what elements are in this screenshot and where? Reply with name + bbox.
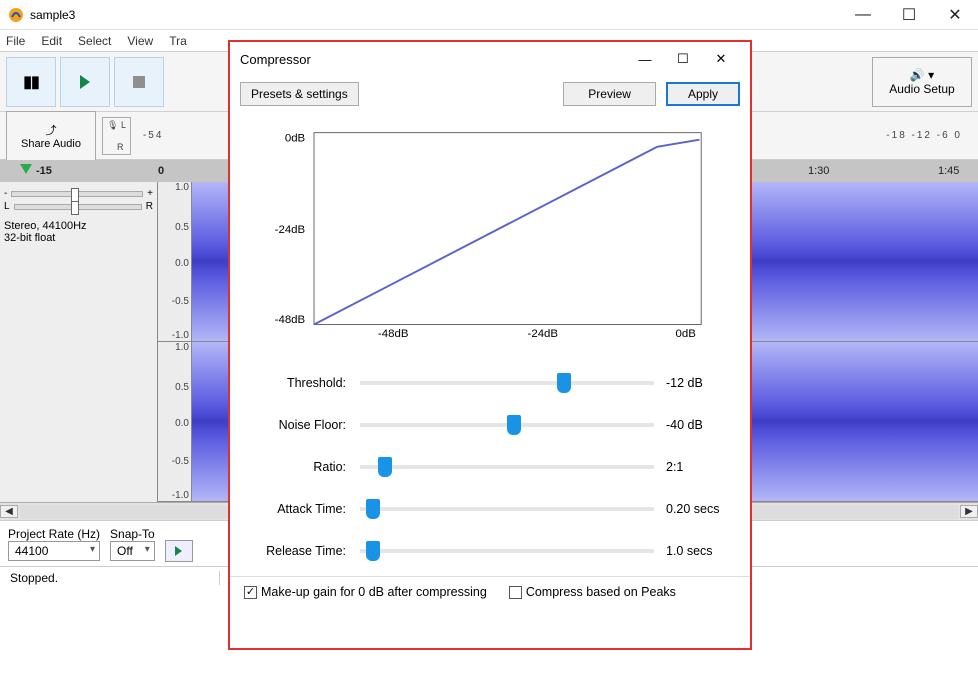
compress-peaks-checkbox[interactable]: Compress based on Peaks — [509, 585, 676, 599]
slider-track[interactable] — [360, 381, 654, 385]
dialog-title: Compressor — [240, 52, 626, 67]
menu-file[interactable]: File — [6, 34, 25, 48]
time-tick: 0 — [158, 165, 164, 177]
pan-L: L — [4, 201, 10, 212]
slider-thumb[interactable] — [378, 457, 392, 477]
slider-track[interactable] — [360, 507, 654, 511]
amp-axis: 1.00.50.0-0.5-1.0 — [158, 182, 192, 341]
track-info1: Stereo, 44100Hz — [4, 220, 153, 232]
slider-row-threshold: Threshold: -12 dB — [244, 362, 736, 404]
snap-to-label: Snap-To — [110, 527, 155, 541]
slider-label: Threshold: — [244, 376, 354, 390]
db-ruler-left: -54 — [143, 130, 163, 141]
status-left: Stopped. — [0, 571, 220, 585]
project-rate-select[interactable]: 44100 — [8, 541, 100, 561]
time-tick: 1:45 — [938, 165, 959, 177]
xtick: -48dB — [378, 328, 409, 340]
sliders-group: Threshold: -12 dB Noise Floor: -40 dB Ratio:… — [230, 356, 750, 572]
dialog-close-button[interactable]: ✕ — [702, 51, 740, 67]
playhead-icon[interactable] — [20, 164, 32, 174]
dialog-titlebar: Compressor — ☐ ✕ — [230, 42, 750, 76]
slider-thumb[interactable] — [507, 415, 521, 435]
pause-button[interactable]: ▮▮ — [6, 57, 56, 107]
maximize-button[interactable]: ☐ — [886, 0, 932, 30]
slider-thumb[interactable] — [557, 373, 571, 393]
amp-axis: 1.00.50.0-0.5-1.0 — [158, 342, 192, 501]
slider-value: -12 dB — [660, 376, 736, 390]
slider-thumb[interactable] — [366, 541, 380, 561]
slider-track[interactable] — [360, 423, 654, 427]
project-rate-label: Project Rate (Hz) — [8, 527, 100, 541]
gain-minus: - — [4, 188, 7, 199]
compressor-chart: 0dB -24dB -48dB -48dB -24dB 0dB — [270, 118, 710, 348]
dialog-maximize-button[interactable]: ☐ — [664, 51, 702, 67]
menu-edit[interactable]: Edit — [41, 34, 62, 48]
gain-slider[interactable] — [11, 191, 143, 197]
preview-button[interactable]: Preview — [563, 82, 656, 106]
slider-thumb[interactable] — [366, 499, 380, 519]
xtick: 0dB — [676, 328, 697, 340]
slider-row-ratio: Ratio: 2:1 — [244, 446, 736, 488]
menu-select[interactable]: Select — [78, 34, 111, 48]
share-audio-button[interactable]: ⤴ Share Audio — [6, 111, 96, 161]
track-info2: 32-bit float — [4, 232, 153, 244]
audio-setup-label: Audio Setup — [889, 82, 954, 96]
slider-label: Noise Floor: — [244, 418, 354, 432]
presets-settings-button[interactable]: Presets & settings — [240, 82, 359, 106]
scroll-left-button[interactable]: ◀ — [0, 505, 18, 518]
window-title: sample3 — [30, 8, 840, 22]
slider-track[interactable] — [360, 549, 654, 553]
snap-to-select[interactable]: Off — [110, 541, 155, 561]
pan-R: R — [146, 201, 153, 212]
xtick: -24dB — [528, 328, 559, 340]
ytick: 0dB — [285, 132, 306, 144]
app-logo-icon — [8, 7, 24, 23]
slider-track[interactable] — [360, 465, 654, 469]
compressor-dialog: Compressor — ☐ ✕ Presets & settings Prev… — [228, 40, 752, 650]
makeup-gain-checkbox[interactable]: ✓Make-up gain for 0 dB after compressing — [244, 585, 487, 599]
share-audio-label: Share Audio — [21, 138, 81, 150]
slider-value: 0.20 secs — [660, 502, 736, 516]
slider-row-releasetime: Release Time: 1.0 secs — [244, 530, 736, 572]
scroll-right-button[interactable]: ▶ — [960, 505, 978, 518]
ytick: -48dB — [275, 314, 306, 326]
pan-slider[interactable] — [14, 204, 142, 210]
slider-label: Attack Time: — [244, 502, 354, 516]
main-titlebar: sample3 — ☐ ✕ — [0, 0, 978, 30]
slider-value: -40 dB — [660, 418, 736, 432]
share-icon: ⤴ — [46, 122, 57, 138]
gain-plus: + — [147, 188, 153, 199]
play-button[interactable] — [60, 57, 110, 107]
close-button[interactable]: ✕ — [932, 0, 978, 30]
menu-transport[interactable]: Tra — [169, 34, 187, 48]
time-tick: 1:30 — [808, 165, 829, 177]
slider-value: 2:1 — [660, 460, 736, 474]
speaker-icon: 🔊 ▾ — [910, 68, 934, 82]
apply-button[interactable]: Apply — [666, 82, 740, 106]
slider-row-noisefloor: Noise Floor: -40 dB — [244, 404, 736, 446]
slider-value: 1.0 secs — [660, 544, 736, 558]
time-tick: -15 — [36, 165, 52, 177]
audio-setup-button[interactable]: 🔊 ▾ Audio Setup — [872, 57, 972, 107]
ytick: -24dB — [275, 224, 306, 236]
slider-row-attacktime: Attack Time: 0.20 secs — [244, 488, 736, 530]
stop-button[interactable] — [114, 57, 164, 107]
dialog-minimize-button[interactable]: — — [626, 52, 664, 67]
menu-view[interactable]: View — [127, 34, 153, 48]
slider-label: Release Time: — [244, 544, 354, 558]
db-ruler-right: -18 -12 -6 0 — [886, 130, 962, 141]
slider-label: Ratio: — [244, 460, 354, 474]
minimize-button[interactable]: — — [840, 0, 886, 30]
mic-meter: 🎙 L 🎙 R — [102, 117, 131, 155]
play-at-speed-button[interactable] — [165, 540, 193, 562]
track-control-panel: - + L R Stereo, 44100Hz 32-bit float — [0, 182, 158, 502]
